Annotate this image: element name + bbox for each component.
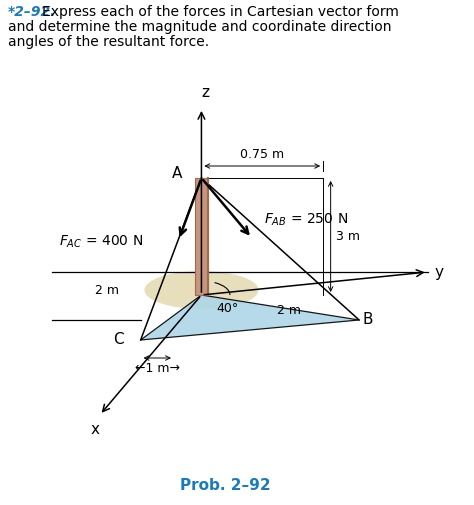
Text: 40°: 40° xyxy=(217,301,239,315)
Text: 2 m: 2 m xyxy=(277,304,301,317)
Text: 2 m: 2 m xyxy=(95,283,119,296)
Polygon shape xyxy=(141,295,359,340)
Text: $F_{AB}$ = 250 N: $F_{AB}$ = 250 N xyxy=(264,212,348,228)
Text: Express each of the forces in Cartesian vector form: Express each of the forces in Cartesian … xyxy=(42,5,399,19)
Text: A: A xyxy=(172,167,182,181)
Text: ←1 m→: ←1 m→ xyxy=(135,362,180,375)
Text: *2–92.: *2–92. xyxy=(8,5,56,19)
Text: 0.75 m: 0.75 m xyxy=(240,148,284,161)
Text: x: x xyxy=(91,422,100,437)
Text: B: B xyxy=(363,313,374,328)
Text: $F_{AC}$ = 400 N: $F_{AC}$ = 400 N xyxy=(59,234,143,250)
Text: 3 m: 3 m xyxy=(337,230,360,243)
Ellipse shape xyxy=(145,271,258,309)
Text: Prob. 2–92: Prob. 2–92 xyxy=(180,478,271,493)
Text: y: y xyxy=(434,265,443,279)
Text: z: z xyxy=(201,85,209,100)
Bar xyxy=(195,178,208,295)
Text: and determine the magnitude and coordinate direction: and determine the magnitude and coordina… xyxy=(8,20,391,34)
Text: C: C xyxy=(113,332,124,347)
Text: angles of the resultant force.: angles of the resultant force. xyxy=(8,35,209,49)
